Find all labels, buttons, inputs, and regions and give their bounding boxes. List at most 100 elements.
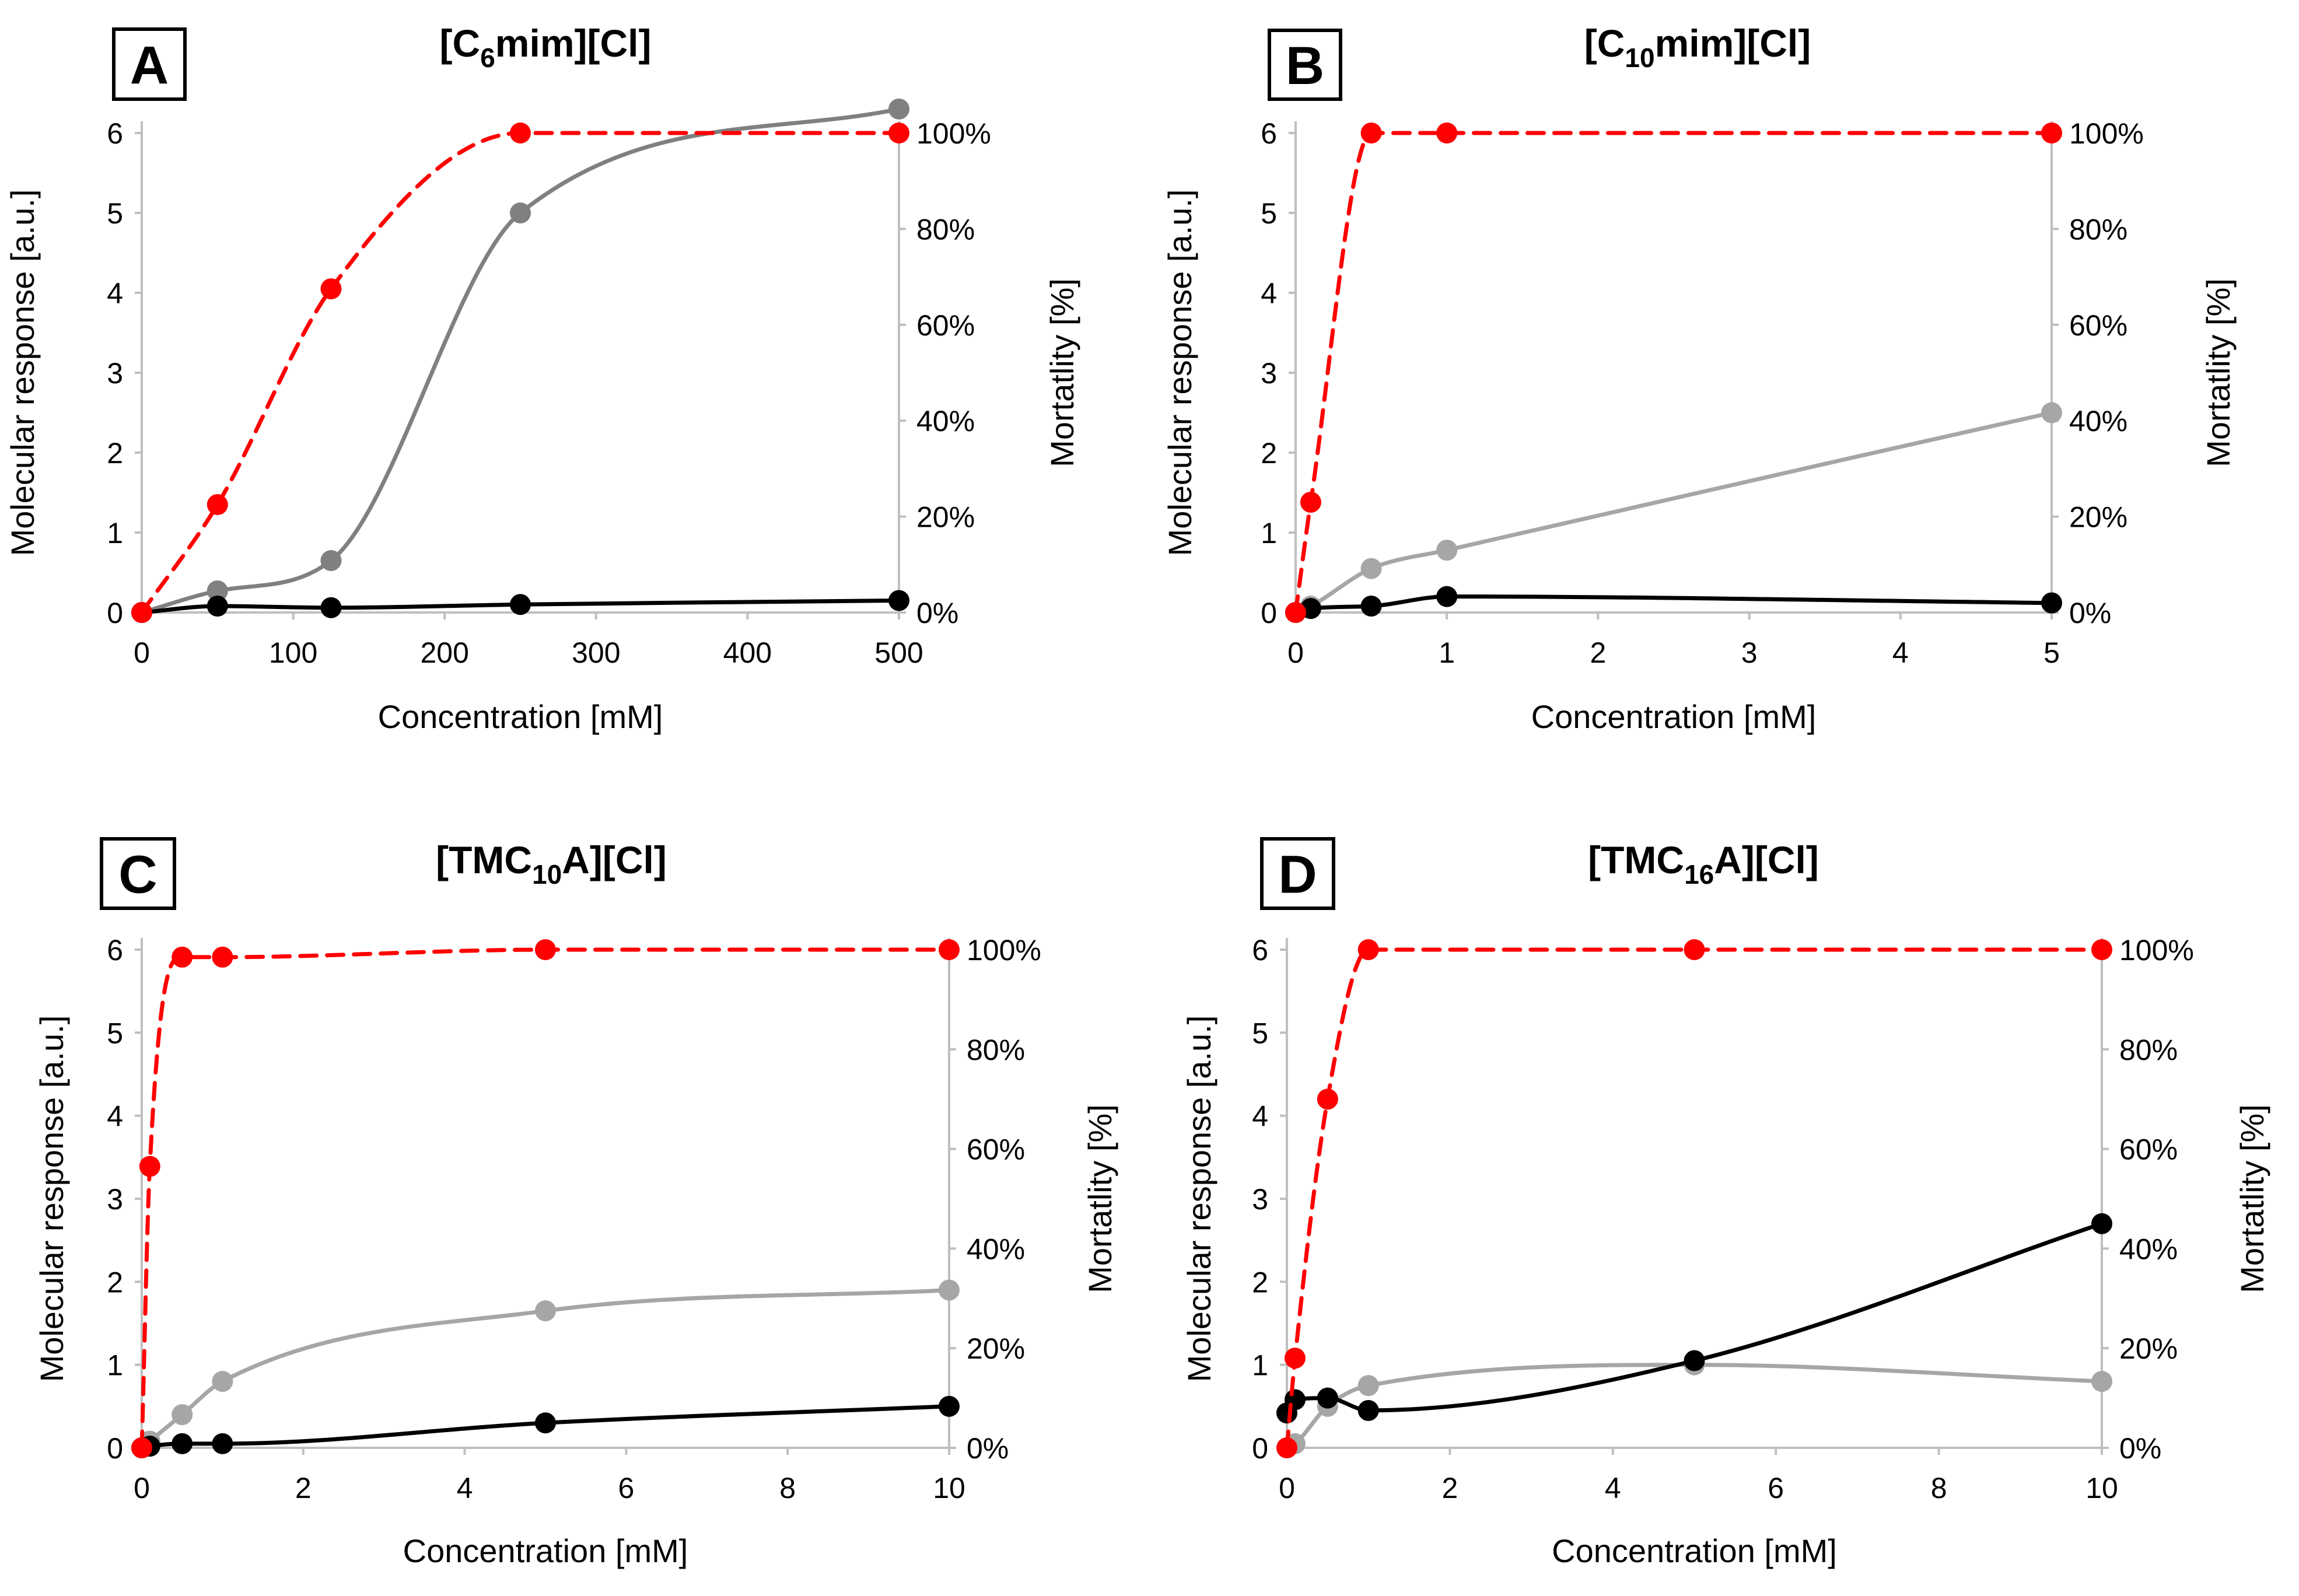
- y-tick-label: 5: [107, 197, 123, 230]
- y2-tick-label: 60%: [916, 309, 975, 342]
- panel-letter: B: [1286, 36, 1324, 96]
- y-tick-label: 6: [1261, 117, 1277, 150]
- panel-title-main: [C: [1584, 22, 1625, 65]
- data-point: [172, 1433, 193, 1454]
- series-black-response: [131, 590, 909, 623]
- y-tick-label: 1: [1252, 1349, 1268, 1382]
- series-line: [1285, 947, 2104, 1450]
- panel-letter-box: [1268, 29, 1342, 101]
- y2-tick-label: 100%: [2119, 934, 2194, 967]
- series-gray-response: [131, 98, 909, 623]
- data-point: [1284, 1389, 1306, 1410]
- y-tick-label: 3: [107, 1183, 123, 1216]
- data-point: [510, 594, 531, 615]
- y2-tick-label: 0%: [967, 1432, 1009, 1465]
- series-line: [139, 1404, 951, 1450]
- y2-tick-label: 0%: [916, 597, 958, 629]
- y2-tick-label: 20%: [2069, 501, 2127, 534]
- data-point: [510, 123, 531, 144]
- x-tick-label: 200: [420, 636, 468, 669]
- series-black-response: [131, 1395, 960, 1458]
- panel-title: [C10mim][Cl]: [1584, 22, 1811, 73]
- data-point: [172, 946, 193, 968]
- data-point: [1684, 939, 1705, 960]
- x-tick-label: 6: [1768, 1472, 1784, 1504]
- data-point: [535, 1412, 556, 1434]
- panel-title-rest: A][Cl]: [562, 838, 667, 881]
- y-tick-label: 2: [1261, 437, 1277, 470]
- data-point: [1360, 123, 1382, 144]
- data-point: [535, 1300, 556, 1322]
- y2-tick-label: 0%: [2069, 597, 2111, 629]
- panel-title-rest: mim][Cl]: [1655, 22, 1811, 65]
- x-tick-label: 0: [1287, 636, 1304, 669]
- y2-tick-label: 100%: [916, 117, 991, 150]
- y-tick-label: 6: [107, 934, 123, 967]
- y2-tick-label: 60%: [2119, 1133, 2178, 1166]
- x-tick-label: 10: [2085, 1472, 2118, 1504]
- data-point: [1357, 939, 1379, 960]
- y-tick-label: 0: [107, 1432, 123, 1465]
- y-tick-label: 1: [107, 1349, 123, 1382]
- x-tick-label: 500: [874, 636, 923, 669]
- y-axis-label: Molecular response [a.u.]: [1161, 190, 1198, 556]
- y-tick-label: 3: [107, 357, 123, 390]
- series-line: [1293, 411, 2054, 615]
- data-point: [1360, 596, 1382, 617]
- series-black-response: [1276, 1213, 2112, 1424]
- series-line: [139, 947, 951, 1450]
- data-point: [2041, 123, 2062, 144]
- x-tick-label: 300: [572, 636, 620, 669]
- data-point: [131, 1437, 152, 1458]
- y2-tick-label: 40%: [967, 1233, 1025, 1265]
- panel-title-rest: mim][Cl]: [495, 22, 652, 65]
- data-point: [939, 939, 960, 960]
- panel-title-sub: 10: [1625, 43, 1654, 73]
- data-point: [1357, 1399, 1379, 1421]
- x-tick-label: 3: [1741, 636, 1758, 669]
- y-tick-label: 4: [1252, 1100, 1268, 1133]
- y2-tick-label: 80%: [2119, 1034, 2178, 1066]
- x-tick-label: 5: [2043, 636, 2060, 669]
- data-point: [320, 550, 342, 571]
- x-tick-label: 0: [134, 636, 150, 669]
- y-tick-label: 6: [107, 117, 123, 150]
- x-tick-label: 2: [1441, 1472, 1458, 1504]
- y2-tick-label: 80%: [2069, 213, 2127, 246]
- data-point: [1300, 491, 1321, 513]
- y2-tick-label: 20%: [967, 1332, 1025, 1365]
- y2-tick-label: 40%: [2119, 1233, 2178, 1265]
- panel-title: [TMC10A][Cl]: [436, 838, 667, 890]
- series-mortality: [131, 939, 960, 1458]
- x-tick-label: 400: [723, 636, 772, 669]
- x-axis-label: Concentration [mM]: [403, 1532, 688, 1569]
- series-line: [139, 131, 901, 615]
- x-tick-label: 4: [1892, 636, 1909, 669]
- data-point: [172, 1404, 193, 1426]
- y-tick-label: 0: [1261, 597, 1277, 629]
- y2-axis-label: Mortatlity [%]: [1044, 278, 1080, 467]
- y-tick-label: 1: [1261, 517, 1277, 550]
- x-tick-label: 0: [1279, 1472, 1295, 1504]
- y2-tick-label: 20%: [2119, 1332, 2178, 1365]
- x-tick-label: 8: [779, 1472, 796, 1504]
- data-point: [212, 946, 233, 968]
- data-point: [510, 202, 531, 223]
- data-point: [888, 590, 909, 611]
- x-tick-label: 10: [933, 1472, 965, 1504]
- data-point: [1357, 1375, 1379, 1396]
- series-mortality: [131, 123, 909, 623]
- y-axis-label: Molecular response [a.u.]: [4, 190, 41, 556]
- y-tick-label: 3: [1261, 357, 1277, 390]
- series-mortality: [1276, 939, 2112, 1458]
- data-point: [320, 597, 342, 618]
- data-point: [535, 939, 556, 960]
- y-tick-label: 5: [1261, 197, 1277, 230]
- data-point: [888, 123, 909, 144]
- data-point: [2091, 1213, 2112, 1234]
- data-point: [1360, 558, 1382, 579]
- y2-tick-label: 20%: [916, 501, 975, 534]
